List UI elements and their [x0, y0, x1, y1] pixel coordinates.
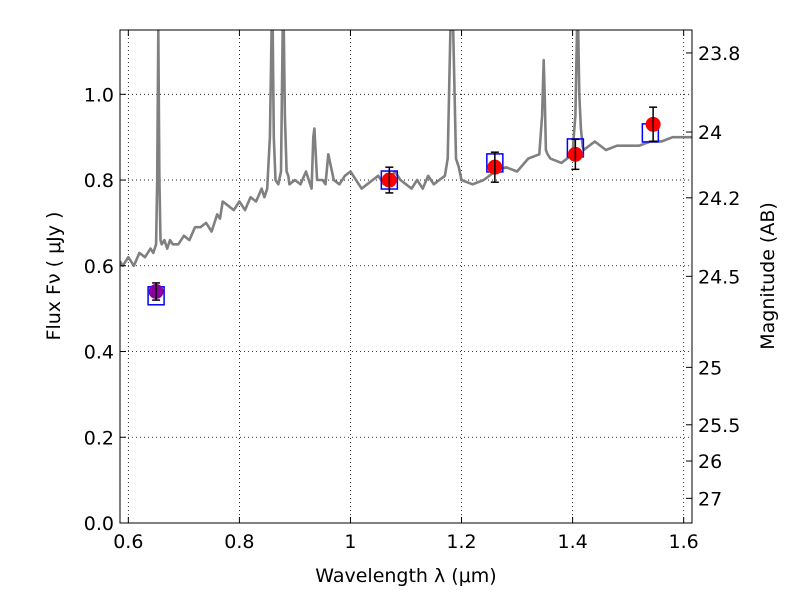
y2-tick-label: 23.8	[698, 43, 740, 65]
photometry-points	[147, 106, 661, 306]
x-tick-label: 1	[344, 531, 356, 553]
errorbar	[571, 138, 580, 171]
y2-tick-label: 27	[698, 488, 722, 510]
plot-frame	[119, 29, 693, 524]
y-tick-label: 0.6	[84, 256, 114, 278]
spectrum-layer	[120, 30, 692, 268]
errorbar	[152, 282, 161, 301]
y2-axis-label: Magnitude (AB)	[757, 202, 779, 350]
y2-tick-label: 25.5	[698, 415, 740, 437]
y2-tick-label: 24	[698, 122, 722, 144]
y-tick-label: 0.8	[84, 170, 114, 192]
errorbar	[385, 166, 394, 194]
errorbar	[649, 106, 658, 143]
errorbar	[490, 151, 499, 183]
x-tick-label: 0.6	[113, 531, 143, 553]
y-tick-label: 0.4	[84, 342, 114, 364]
y-tick-label: 1.0	[84, 84, 114, 106]
x-tick-label: 1.2	[446, 531, 476, 553]
grid-lines	[120, 30, 692, 524]
y-tick-label: 0.2	[84, 427, 114, 449]
y2-tick-label: 25	[698, 357, 722, 379]
y2-tick-label: 24.2	[698, 188, 740, 210]
y-tick-label: 0.0	[84, 513, 114, 535]
spectrum-line	[120, 30, 692, 268]
x-tick-label: 0.8	[224, 531, 254, 553]
axis-ticks: 0.6 0.8 1 1.2 1.4 1.6 0.0 0.2 0.4 0.6 0.8 1.0 23.8 24…	[84, 30, 740, 553]
y-axis-label: Flux Fν ( μJy )	[43, 212, 65, 341]
x-tick-label: 1.4	[557, 531, 587, 553]
x-tick-label: 1.6	[669, 531, 699, 553]
y2-tick-label: 26	[698, 451, 722, 473]
x-axis-label: Wavelength λ (μm)	[315, 565, 496, 587]
y2-tick-label: 24.5	[698, 266, 740, 288]
